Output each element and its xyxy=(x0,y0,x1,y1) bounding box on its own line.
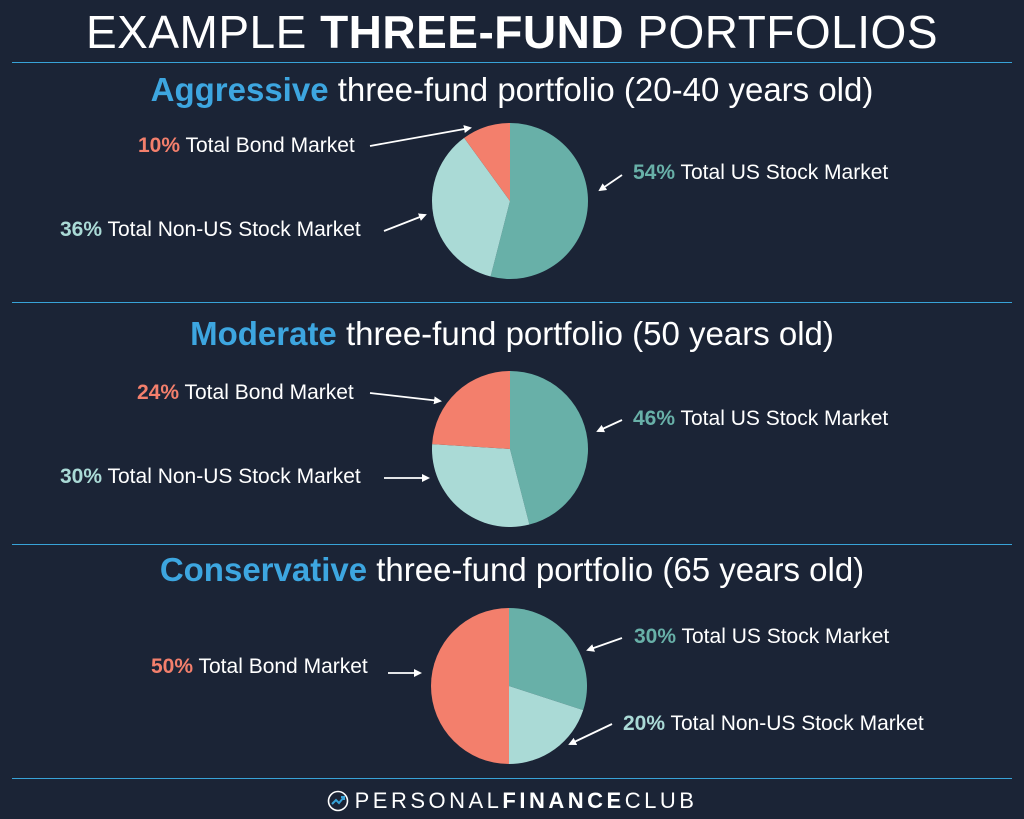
footer-brand: PERSONAL FINANCE CLUB xyxy=(0,784,1024,818)
aggressive-bond-slice xyxy=(464,123,510,201)
moderate-us-text: Total US Stock Market xyxy=(680,407,889,430)
moderate-keyword: Moderate xyxy=(190,315,337,352)
moderate-us-label: 46% Total US Stock Market xyxy=(633,406,888,432)
conservative-non-us-stock-slice xyxy=(509,686,584,764)
moderate-section-title: Moderate three-fund portfolio (50 years … xyxy=(0,312,1024,356)
moderate-us-pct: 46% xyxy=(633,407,676,430)
arrow-aggressive-bond xyxy=(369,125,472,147)
conservative-nonus-label: 20% Total Non-US Stock Market xyxy=(623,711,924,737)
title-part-1: EXAMPLE xyxy=(85,6,321,58)
arrow-conservative-us xyxy=(586,637,623,652)
moderate-nonus-label: 30% Total Non-US Stock Market xyxy=(60,464,361,490)
conservative-bond-pct: 50% xyxy=(151,655,194,678)
conservative-keyword: Conservative xyxy=(159,551,368,588)
title-part-2: PORTFOLIOS xyxy=(624,6,938,58)
moderate-bond-text: Total Bond Market xyxy=(184,381,354,404)
aggressive-nonus-pct: 36% xyxy=(60,218,103,241)
conservative-bond-slice xyxy=(431,608,509,764)
aggressive-us-text: Total US Stock Market xyxy=(680,161,889,184)
title-bold-part: THREE-FUND xyxy=(320,6,625,58)
aggressive-title-rest: three-fund portfolio (20-40 years old) xyxy=(328,71,874,108)
conservative-bond-label: 50% Total Bond Market xyxy=(151,654,368,680)
moderate-non-us-stock-slice xyxy=(431,444,530,528)
arrow-moderate-bond xyxy=(369,392,442,405)
conservative-us-stock-slice xyxy=(509,608,587,711)
page-title: EXAMPLE THREE-FUND PORTFOLIOS xyxy=(0,4,1024,60)
conservative-us-label: 30% Total US Stock Market xyxy=(634,624,889,650)
moderate-nonus-pct: 30% xyxy=(60,465,103,488)
moderate-us-stock-slice xyxy=(510,371,589,525)
conservative-title-rest: three-fund portfolio (65 years old) xyxy=(367,551,865,588)
aggressive-nonus-label: 36% Total Non-US Stock Market xyxy=(60,217,361,243)
conservative-section-title: Conservative three-fund portfolio (65 ye… xyxy=(0,548,1024,592)
aggressive-bond-label: 10% Total Bond Market xyxy=(138,133,355,159)
aggressive-section-title: Aggressive three-fund portfolio (20-40 y… xyxy=(0,68,1024,112)
conservative-nonus-pct: 20% xyxy=(623,712,666,735)
conservative-nonus-text: Total Non-US Stock Market xyxy=(670,712,924,735)
trend-arrow-circle-icon xyxy=(327,790,349,812)
moderate-bond-pct: 24% xyxy=(137,381,180,404)
aggressive-us-pct: 54% xyxy=(633,161,676,184)
conservative-pie-chart xyxy=(431,608,587,764)
footer-brand-personal: PERSONAL xyxy=(354,788,503,813)
aggressive-bond-text: Total Bond Market xyxy=(185,134,355,157)
moderate-pie-chart xyxy=(431,371,589,528)
footer-brand-finance: FINANCE xyxy=(502,788,625,813)
aggressive-nonus-text: Total Non-US Stock Market xyxy=(107,218,361,241)
divider-bottom xyxy=(12,778,1012,779)
aggressive-us-label: 54% Total US Stock Market xyxy=(633,160,888,186)
aggressive-keyword: Aggressive xyxy=(150,71,329,108)
conservative-us-text: Total US Stock Market xyxy=(681,625,890,648)
moderate-nonus-text: Total Non-US Stock Market xyxy=(107,465,361,488)
conservative-us-pct: 30% xyxy=(634,625,677,648)
arrow-moderate-us xyxy=(596,419,623,433)
divider-top xyxy=(12,62,1012,63)
divider-2 xyxy=(12,544,1012,545)
moderate-bond-label: 24% Total Bond Market xyxy=(137,380,354,406)
arrow-aggressive-us xyxy=(598,174,623,192)
conservative-bond-text: Total Bond Market xyxy=(198,655,368,678)
divider-1 xyxy=(12,302,1012,303)
arrow-aggressive-nonus xyxy=(383,213,427,232)
aggressive-bond-pct: 10% xyxy=(138,134,181,157)
arrow-conservative-nonus xyxy=(568,723,613,746)
aggressive-pie-chart xyxy=(432,123,588,279)
aggressive-us-stock-slice xyxy=(490,123,588,279)
aggressive-non-us-stock-slice xyxy=(432,137,510,277)
moderate-title-rest: three-fund portfolio (50 years old) xyxy=(336,315,834,352)
moderate-bond-slice xyxy=(432,371,510,449)
footer-brand-club: CLUB xyxy=(624,788,698,813)
